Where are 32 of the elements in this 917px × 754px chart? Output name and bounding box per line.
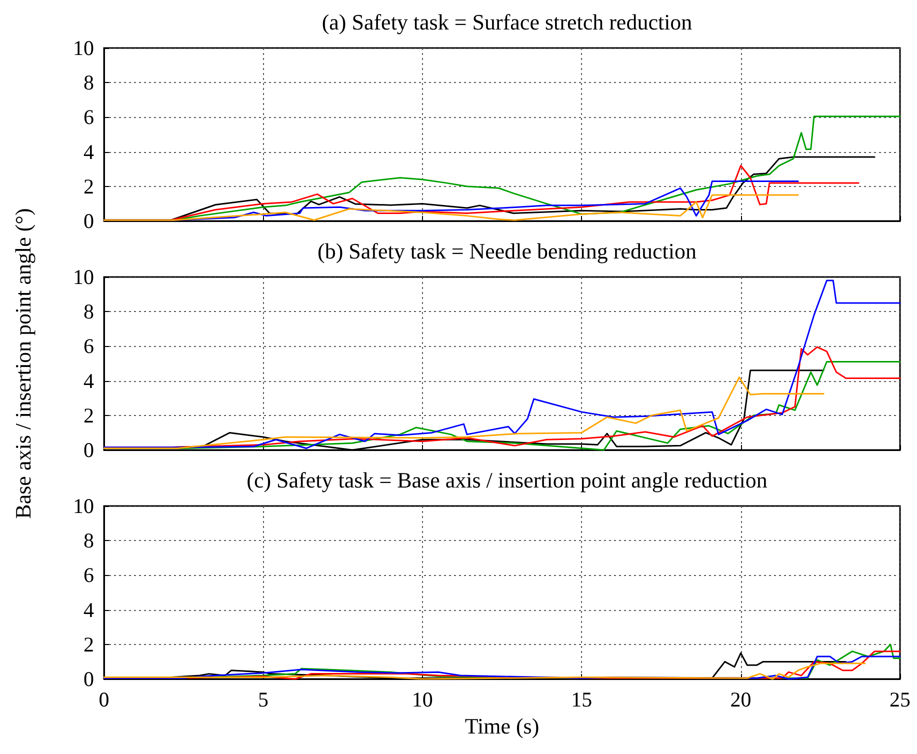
- chart-title: (a) Safety task = Surface stretch reduction: [322, 10, 692, 34]
- y-tick-label: 2: [84, 403, 94, 428]
- line-series: [103, 194, 799, 221]
- y-tick-label: 4: [84, 368, 94, 393]
- y-tick-label: 6: [84, 334, 94, 358]
- x-tick-label: 0: [98, 688, 110, 712]
- y-tick-label: 10: [73, 265, 94, 289]
- y-tick-label: 4: [84, 140, 94, 164]
- x-tick-label: 5: [258, 688, 268, 712]
- x-axis-title: Time (s): [464, 714, 540, 738]
- y-tick-label: 0: [84, 667, 94, 691]
- y-tick-label: 0: [84, 209, 94, 233]
- y-tick-label: 10: [73, 36, 94, 60]
- y-tick-label: 8: [84, 528, 94, 553]
- x-tick-label: 20: [730, 688, 752, 712]
- y-tick-label: 10: [73, 494, 94, 518]
- chart-title: (c) Safety task = Base axis / insertion point angle reduction: [246, 468, 768, 492]
- y-tick-label: 8: [84, 70, 94, 95]
- y-tick-label: 2: [84, 632, 94, 656]
- y-tick-label: 0: [84, 438, 94, 462]
- chart-title: (b) Safety task = Needle bending reduction: [318, 238, 696, 264]
- y-tick-label: 8: [84, 300, 94, 324]
- y-tick-label: 6: [84, 105, 94, 130]
- x-tick-label: 10: [412, 688, 433, 712]
- x-tick-label: 15: [571, 688, 592, 712]
- y-tick-label: 2: [84, 174, 94, 198]
- y-tick-label: 4: [84, 598, 94, 622]
- y-axis-title: Base axis / insertion point angle (°): [10, 208, 36, 519]
- x-tick-label: 25: [890, 688, 910, 712]
- line-series: [103, 662, 866, 680]
- line-series: [103, 280, 901, 450]
- y-tick-label: 6: [84, 563, 94, 588]
